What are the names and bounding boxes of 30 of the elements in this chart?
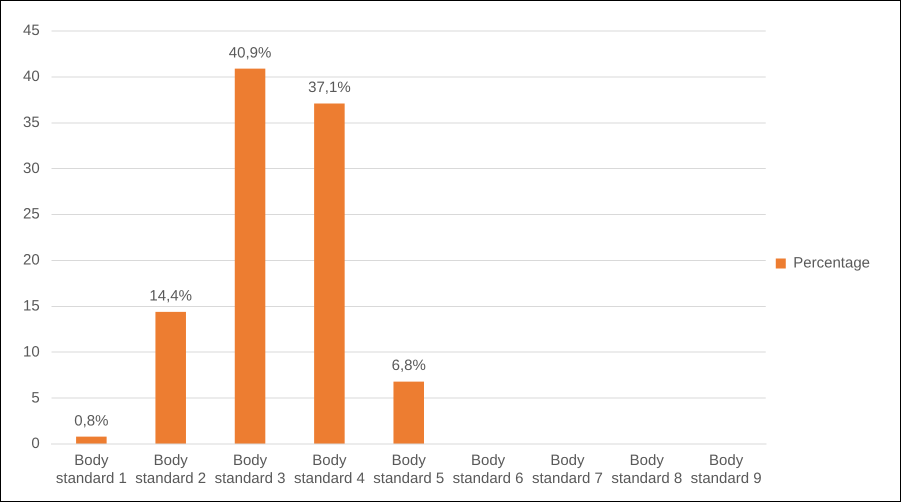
bar [234,68,266,444]
y-tick-label: 15 [22,297,40,314]
data-label: 40,9% [228,44,272,62]
x-tick-label: Body standard 2 [135,452,206,488]
y-tick-label: 25 [22,206,40,223]
y-tick-label: 0 [31,435,40,452]
x-tick-label: Body standard 7 [532,452,603,488]
bar [393,382,424,444]
data-label: 14,4% [149,287,192,304]
y-tick-label: 5 [31,389,40,406]
x-tick-label: Body standard 6 [452,452,524,488]
y-tick-label: 10 [22,343,40,360]
x-tick-label: Body standard 1 [56,452,127,488]
y-tick-label: 35 [22,114,40,131]
x-tick-label: Body standard 4 [294,452,365,488]
bar [155,312,186,444]
data-label: 0,8% [74,412,108,430]
y-tick-label: 40 [22,68,40,86]
data-label: 37,1% [308,79,351,96]
y-tick-label: 45 [22,22,40,40]
bar [314,104,345,444]
x-tick-label: Body standard 8 [611,452,682,488]
bar [76,436,107,444]
data-label: 6,8% [392,357,426,374]
y-tick-label: 30 [22,160,40,177]
legend-label: Percentage [793,254,870,272]
x-tick-label: Body standard 9 [690,452,762,488]
x-tick-label: Body standard 3 [214,452,286,488]
y-tick-label: 20 [22,252,40,269]
x-tick-label: Body standard 5 [373,452,444,488]
